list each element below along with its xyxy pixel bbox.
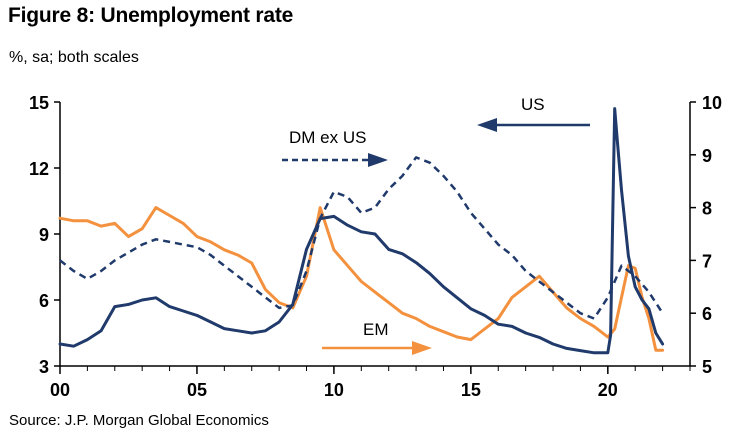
y-right-tick-label: 10 <box>702 93 722 113</box>
chart-source: Source: J.P. Morgan Global Economics <box>9 412 269 429</box>
chart-series <box>58 107 665 355</box>
x-tick-label: 10 <box>324 380 344 400</box>
y-left-tick-label: 9 <box>39 225 49 245</box>
chart-annotations: US DM ex US EM <box>282 95 590 355</box>
chart-axes: 3 6 9 12 15 5 6 7 8 9 10 00 05 10 15 20 <box>29 93 722 400</box>
chart-title: Figure 8: Unemployment rate <box>8 4 294 27</box>
annotation-em-arrowhead <box>412 341 432 355</box>
y-right-tick-label: 7 <box>702 251 712 271</box>
x-tick-label: 05 <box>187 380 207 400</box>
y-left-tick-label: 3 <box>39 357 49 377</box>
x-tick-label: 20 <box>598 380 618 400</box>
x-tick-label: 00 <box>50 380 70 400</box>
x-tick-label: 15 <box>461 380 481 400</box>
annotation-em-label: EM <box>363 320 389 339</box>
series-line-em <box>58 206 665 352</box>
chart-subtitle: %, sa; both scales <box>9 49 139 66</box>
y-right-tick-label: 6 <box>702 304 712 324</box>
y-left-tick-label: 6 <box>39 291 49 311</box>
y-right-tick-label: 5 <box>702 357 712 377</box>
y-left-tick-label: 12 <box>29 159 49 179</box>
annotation-us-arrowhead <box>477 118 497 132</box>
annotation-dm-arrowhead <box>368 153 388 167</box>
series-line-dm-ex-us <box>59 156 664 320</box>
y-right-tick-label: 9 <box>702 146 712 166</box>
annotation-us-label: US <box>521 95 545 114</box>
annotation-dm-label: DM ex US <box>289 128 366 147</box>
y-right-tick-label: 8 <box>702 199 712 219</box>
series-line-us <box>58 107 665 355</box>
y-left-tick-label: 15 <box>29 93 49 113</box>
